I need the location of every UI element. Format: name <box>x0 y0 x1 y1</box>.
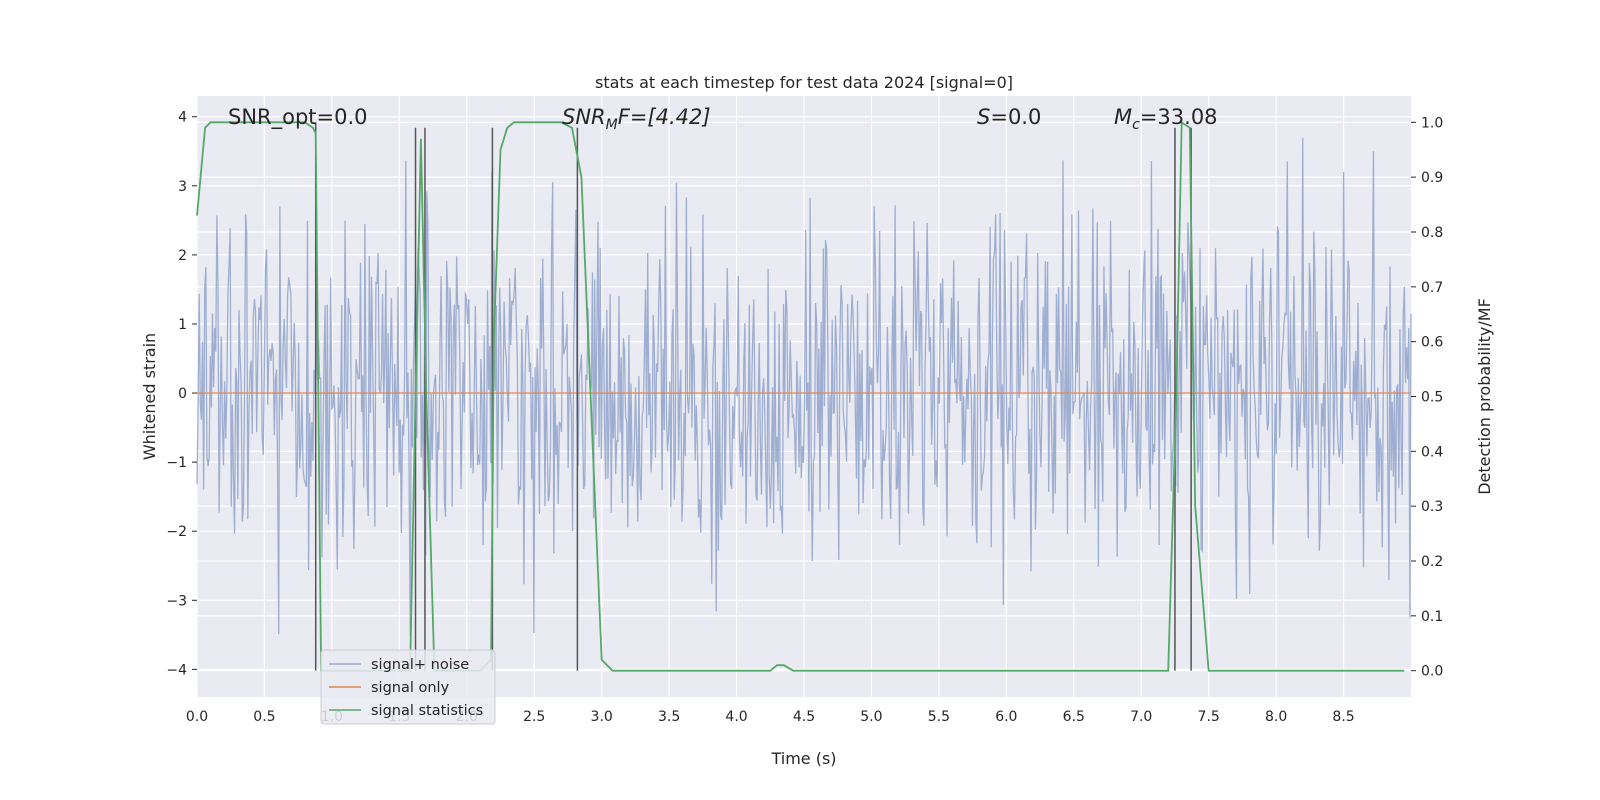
x-tick-label: 3.0 <box>591 709 613 725</box>
y2-tick-label: 0.2 <box>1421 554 1443 570</box>
annotation-s: S=0.0 <box>977 105 1041 129</box>
legend-label-signal-noise: signal+ noise <box>371 657 469 673</box>
y-tick-label: 2 <box>178 248 187 264</box>
y2-tick-label: 0.6 <box>1421 335 1443 351</box>
x-tick-label: 7.0 <box>1130 709 1152 725</box>
y-tick-label: −1 <box>166 455 187 471</box>
y2-tick-label: 0.0 <box>1421 664 1443 680</box>
annotation-snr-opt: SNR_opt=0.0 <box>228 105 368 130</box>
legend-box <box>320 649 496 725</box>
x-tick-label: 8.0 <box>1265 709 1287 725</box>
legend: signal+ noise signal only signal statist… <box>320 649 496 725</box>
x-tick-label: 2.5 <box>523 709 545 725</box>
annotation-snr-mf: SNRMF=[4.42] <box>562 105 711 133</box>
annotation-snr-mf-base: SNR <box>562 105 606 129</box>
legend-label-signal-only: signal only <box>371 680 450 696</box>
y2-axis-ticks: 0.0 0.1 0.2 0.3 0.4 0.5 0.6 0.7 0.8 0.9 1.0 <box>1411 115 1443 680</box>
annotation-snr-mf-sub: M <box>606 117 618 133</box>
y-tick-label: −2 <box>166 524 187 540</box>
x-tick-label: 5.5 <box>928 709 950 725</box>
x-tick-label: 5.0 <box>860 709 882 725</box>
y2-tick-label: 1.0 <box>1421 115 1443 131</box>
y-tick-label: −3 <box>166 593 187 609</box>
annotation-s-value: =0.0 <box>990 105 1041 129</box>
y-axis-ticks: −4 −3 −2 −1 0 1 2 3 4 <box>166 110 197 678</box>
x-tick-label: 0.5 <box>253 709 275 725</box>
y-axis-label: Whitened strain <box>140 333 159 460</box>
plot-area <box>196 120 1412 672</box>
y2-tick-label: 0.8 <box>1421 225 1443 241</box>
signal-noise-line <box>196 137 1412 636</box>
y-tick-label: 3 <box>178 179 187 195</box>
chart-title: stats at each timestep for test data 202… <box>595 73 1013 92</box>
annotation-mc-value: =33.08 <box>1140 105 1218 129</box>
x-tick-label: 0.0 <box>186 709 208 725</box>
annotation-mc-label: M <box>1114 105 1132 129</box>
x-tick-label: 4.5 <box>793 709 815 725</box>
y-tick-label: −4 <box>166 662 187 678</box>
annotation-mc-sub: c <box>1132 117 1140 133</box>
x-tick-label: 4.0 <box>725 709 747 725</box>
annotation-mc: Mc=33.08 <box>1114 105 1218 133</box>
annotation-snr-mf-rest: F=[4.42] <box>618 105 711 129</box>
annotation-s-label: S <box>977 105 990 129</box>
y-tick-label: 4 <box>178 110 187 126</box>
x-tick-label: 6.5 <box>1063 709 1085 725</box>
y2-axis-label: Detection probability/MF <box>1475 298 1494 495</box>
y2-tick-label: 0.4 <box>1421 444 1443 460</box>
x-tick-label: 8.5 <box>1332 709 1354 725</box>
x-tick-label: 3.5 <box>658 709 680 725</box>
y2-tick-label: 0.9 <box>1421 170 1443 186</box>
y2-tick-label: 0.5 <box>1421 390 1443 406</box>
y2-tick-label: 0.1 <box>1421 609 1443 625</box>
signal-statistics-line <box>196 120 1405 672</box>
x-tick-label: 6.0 <box>995 709 1017 725</box>
signal-noise-series <box>196 137 1412 636</box>
x-tick-label: 7.5 <box>1198 709 1220 725</box>
y2-tick-label: 0.3 <box>1421 499 1443 515</box>
y2-tick-label: 0.7 <box>1421 280 1443 296</box>
y-tick-label: 1 <box>178 317 187 333</box>
y-tick-label: 0 <box>178 386 187 402</box>
signal-statistics-series <box>196 120 1405 672</box>
x-axis-label: Time (s) <box>770 749 836 768</box>
legend-label-signal-statistics: signal statistics <box>371 703 483 719</box>
